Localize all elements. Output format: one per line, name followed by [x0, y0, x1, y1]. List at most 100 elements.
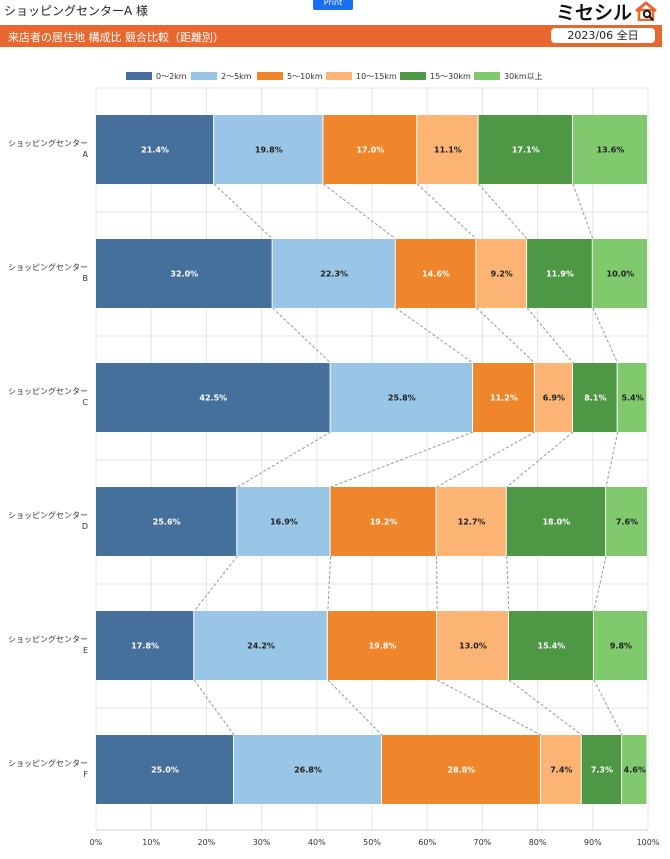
connector-line [327, 555, 332, 612]
bar-segment [96, 115, 214, 184]
bar-segment [540, 735, 581, 804]
data-label: 10.0% [607, 270, 635, 279]
legend-swatch [126, 72, 152, 80]
data-label: 25.6% [153, 518, 181, 527]
bar-segment [476, 239, 527, 308]
x-tick-label: 10% [142, 838, 160, 847]
data-label: 18.0% [542, 518, 570, 527]
bar-segment [323, 115, 417, 184]
x-tick-label: 100% [637, 838, 660, 847]
legend-swatch [474, 72, 500, 80]
x-tick-label: 80% [529, 838, 547, 847]
data-label: 22.3% [320, 270, 348, 279]
category-label-suffix: C [82, 398, 88, 407]
category-label: ショッピングセンター [8, 386, 88, 396]
logo-text: ミセシル [556, 1, 633, 24]
bar-segment [330, 487, 436, 556]
connector-line [593, 555, 607, 612]
connector-line [193, 679, 235, 736]
legend-label: 15〜30km [430, 72, 471, 81]
connector-line [506, 431, 574, 488]
data-label: 17.0% [356, 146, 384, 155]
bar-segment [272, 239, 395, 308]
bar-segment [96, 611, 194, 680]
data-label: 25.8% [388, 394, 416, 403]
data-label: 26.8% [294, 766, 322, 775]
bar-segment [606, 487, 647, 556]
legend-swatch [400, 72, 426, 80]
connector-line [508, 679, 583, 736]
x-tick-label: 60% [418, 838, 436, 847]
legend-swatch [191, 72, 217, 80]
bar-segment [506, 487, 606, 556]
category-label: ショッピングセンター [8, 634, 88, 644]
connector-line [506, 555, 510, 612]
chart-title: 来店者の居住地 構成比 競合比較（距離別） [8, 31, 224, 44]
connector-line [272, 307, 331, 364]
bar-segment [622, 735, 647, 804]
bar-segment [437, 611, 508, 680]
x-tick-label: 50% [363, 838, 381, 847]
bar-segment [593, 611, 647, 680]
data-label: 28.8% [448, 766, 476, 775]
data-label: 13.6% [597, 146, 625, 155]
print-button[interactable]: Print [313, 0, 353, 10]
client-name: ショッピングセンターA 様 [4, 4, 149, 18]
connector-line [327, 679, 383, 736]
connector-line [193, 555, 238, 612]
data-label: 17.1% [512, 146, 540, 155]
house-search-icon [635, 1, 657, 21]
data-label: 8.1% [584, 394, 606, 403]
y-axis-labels: ショッピングセンター A ショッピングセンター B ショッピングセンター C ショッピングセ… [8, 138, 89, 779]
x-tick-label: 30% [253, 838, 271, 847]
connector-line [213, 183, 273, 240]
title-bar: 来店者の居住地 構成比 競合比較（距離別） 2023/06 全日 [0, 25, 662, 47]
data-label: 32.0% [170, 270, 198, 279]
connector-line [416, 183, 477, 240]
legend-label: 5〜10km [287, 72, 323, 81]
connector-line [436, 555, 438, 612]
connector-line [323, 183, 397, 240]
category-label: ショッピングセンター [8, 758, 88, 768]
category-label: ショッピングセンター [8, 510, 88, 520]
bar-segment [417, 115, 478, 184]
data-label: 4.6% [624, 766, 646, 775]
connector-line [478, 183, 528, 240]
category-label-suffix: E [83, 646, 88, 655]
data-label: 14.6% [422, 270, 450, 279]
data-label: 25.0% [151, 766, 179, 775]
bar-segment [572, 115, 647, 184]
bar-segment [592, 239, 647, 308]
data-label: 15.4% [538, 642, 566, 651]
connector-line [330, 431, 474, 488]
bar-segment [234, 735, 381, 804]
connector-line [237, 431, 331, 488]
legend-swatch [257, 72, 283, 80]
data-label: 19.2% [370, 518, 398, 527]
data-label: 11.9% [546, 270, 574, 279]
bar-segment [436, 487, 506, 556]
bar-segment [327, 611, 437, 680]
x-tick-label: 40% [308, 838, 326, 847]
bars: 21.4% 19.8% 17.0% 11.1% 17.1% 13.6% 32.0% 22.3%… [96, 115, 647, 804]
data-label: 16.9% [270, 518, 298, 527]
data-label: 7.4% [550, 766, 572, 775]
bar-segment [572, 363, 617, 432]
category-label-suffix: D [82, 522, 88, 531]
bar-segment [96, 735, 233, 804]
bar-segment [237, 487, 330, 556]
data-label: 11.1% [434, 146, 462, 155]
bar-segment [96, 363, 330, 432]
data-label: 7.3% [591, 766, 613, 775]
bar-segment [617, 363, 647, 432]
bar-segment [194, 611, 327, 680]
bar-segment [381, 735, 540, 804]
bar-segment [508, 611, 593, 680]
data-label: 9.2% [491, 270, 513, 279]
category-label: ショッピングセンター [8, 262, 88, 272]
legend-label: 30km以上 [504, 72, 543, 81]
data-label: 21.4% [141, 146, 169, 155]
bar-segment [96, 239, 272, 308]
connector-line [592, 307, 619, 364]
category-label: ショッピングセンター [8, 138, 88, 148]
